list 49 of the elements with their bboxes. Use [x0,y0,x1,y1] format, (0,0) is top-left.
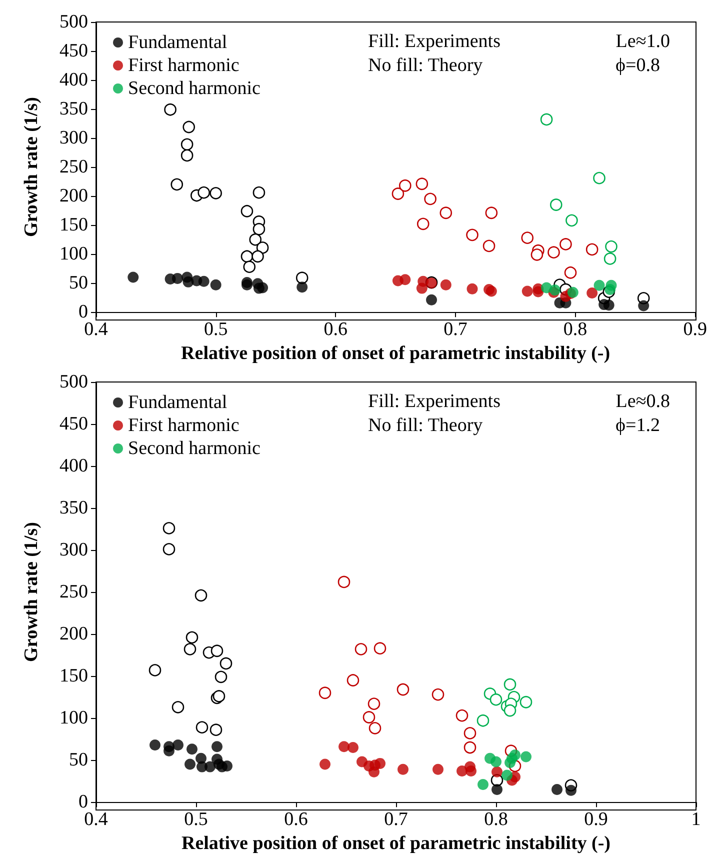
y-tick-label: 350 [60,498,88,519]
y-tick-label: 350 [60,98,88,120]
x-tick-label: 0.8 [563,319,588,340]
y-tick-label: 300 [60,128,88,149]
legend-label: Fundamental [128,32,228,53]
y-tick-label: 150 [60,214,88,236]
x-tick-label: 0.7 [384,809,408,830]
annotation: Fill: Experiments [368,391,500,412]
y-tick-label: 250 [60,156,88,178]
annotation: Le≈1.0 [616,31,670,52]
legend-label: Second harmonic [128,438,260,459]
legend-label: First harmonic [128,55,240,76]
legend-label: Fundamental [128,392,228,413]
x-tick-label: 0.8 [484,809,508,830]
annotation: ϕ=0.8 [616,55,660,76]
y-tick-label: 500 [60,372,88,392]
y-tick-label: 100 [60,708,88,729]
x-tick-label: 1 [691,809,701,830]
x-tick-label: 0.7 [444,319,468,340]
x-axis-title: Relative position of onset of parametric instability (-) [181,343,610,364]
legend-label: Second harmonic [128,78,260,99]
y-axis-title: Growth rate (1/s) [21,97,42,238]
x-tick-label: 0.6 [284,809,308,830]
annotation: No fill: Theory [368,415,484,436]
y-tick-label: 150 [60,666,88,687]
y-tick-label: 200 [60,624,88,645]
x-tick-label: 0.9 [584,809,608,830]
y-tick-label: 250 [60,582,88,603]
legend-label: First harmonic [128,415,240,436]
annotation: Fill: Experiments [368,31,500,52]
y-tick-label: 300 [60,540,88,561]
y-tick-label: 500 [60,12,88,32]
y-tick-label: 100 [60,244,88,265]
y-tick-label: 450 [60,414,88,435]
x-tick-label: 0.5 [204,319,228,340]
y-tick-label: 50 [69,272,88,294]
annotation: ϕ=1.2 [616,415,660,436]
annotation: Le≈0.8 [616,391,670,412]
y-axis-title: Growth rate (1/s) [21,522,42,662]
y-tick-label: 200 [60,186,88,207]
x-tick-label: 0.6 [324,319,348,340]
y-tick-label: 400 [60,456,88,477]
y-tick-label: 450 [60,40,88,62]
x-tick-label: 0.5 [184,809,208,830]
annotation: No fill: Theory [368,55,484,76]
x-axis-title: Relative position of onset of parametric instability (-) [181,833,611,854]
y-tick-label: 50 [69,750,88,771]
x-tick-label: 0.9 [683,319,707,340]
y-tick-label: 400 [60,70,88,91]
